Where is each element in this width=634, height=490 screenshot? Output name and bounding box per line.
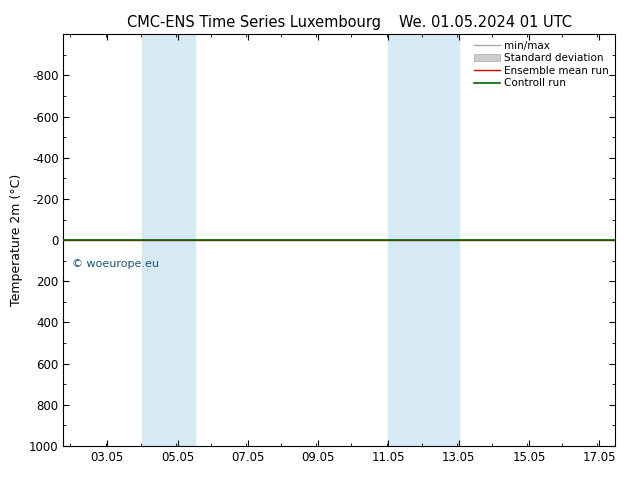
Bar [143, 34, 195, 446]
Legend: min/max, Standard deviation, Ensemble mean run, Controll run: min/max, Standard deviation, Ensemble me… [470, 36, 613, 93]
Text: CMC-ENS Time Series Luxembourg: CMC-ENS Time Series Luxembourg [127, 15, 381, 30]
Bar [389, 34, 458, 446]
Y-axis label: Temperature 2m (°C): Temperature 2m (°C) [10, 174, 23, 306]
Text: © woeurope.eu: © woeurope.eu [72, 259, 158, 269]
Text: We. 01.05.2024 01 UTC: We. 01.05.2024 01 UTC [399, 15, 573, 30]
